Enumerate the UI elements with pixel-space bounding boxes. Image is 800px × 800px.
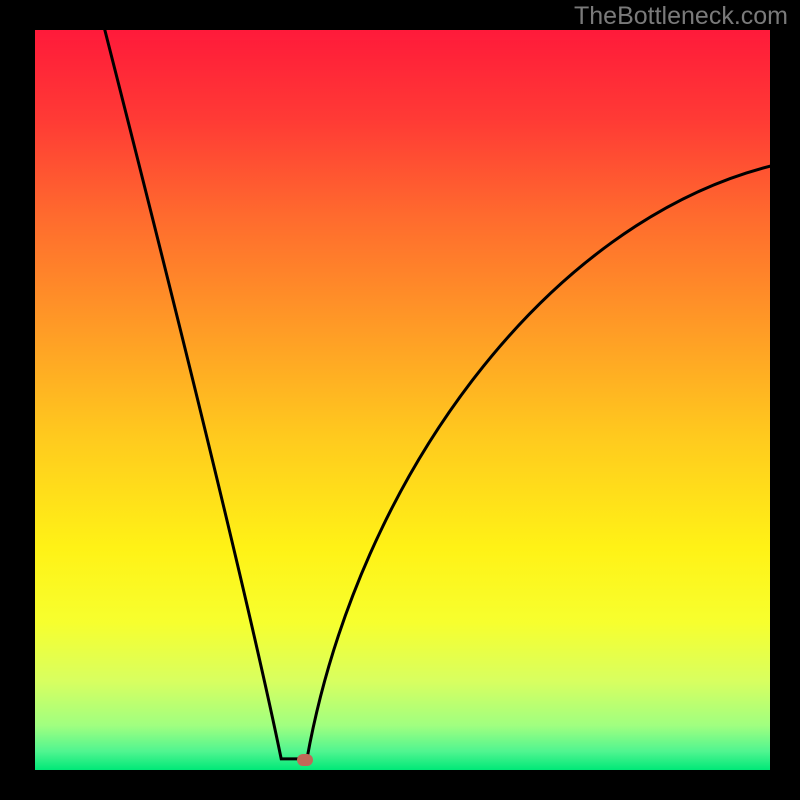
bottleneck-curve <box>35 30 770 770</box>
optimal-point-marker <box>297 754 313 766</box>
plot-area <box>35 30 770 770</box>
watermark-text: TheBottleneck.com <box>574 2 788 31</box>
